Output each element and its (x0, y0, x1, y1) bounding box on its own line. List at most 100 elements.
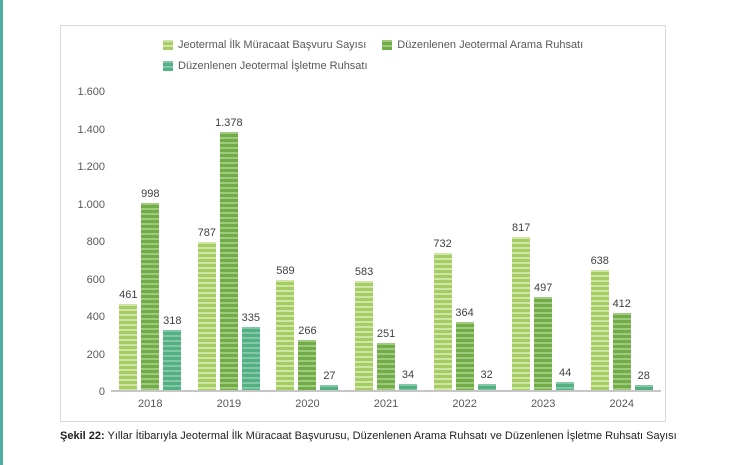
value-label: 461 (119, 288, 138, 301)
y-tick-label: 800 (86, 236, 105, 248)
bar (399, 383, 418, 390)
bar (377, 342, 396, 390)
x-tick-label: 2020 (295, 398, 320, 410)
value-label: 34 (401, 368, 415, 381)
bar-wrap: 335 (241, 92, 261, 390)
value-label: 27 (323, 369, 336, 382)
bar-group: 732 364 32 (425, 92, 504, 390)
bar-wrap: 44 (555, 92, 575, 390)
bar-group: 638 412 28 (582, 92, 661, 390)
chart-container: Jeotermal İlk Müracaat Başvuru Sayısı Dü… (60, 25, 666, 422)
value-label: 32 (480, 369, 493, 381)
bar (590, 270, 609, 390)
legend-swatch-isletme-icon (163, 61, 173, 71)
bar-group: 589 266 27 (268, 92, 347, 390)
bar (477, 384, 496, 390)
bar (534, 296, 553, 390)
bar-wrap: 266 (297, 92, 317, 390)
bar-wrap: 251 (376, 92, 396, 390)
bar-wrap: 461 (118, 92, 138, 390)
bar-wrap: 817 (511, 92, 531, 390)
legend-label-basvuru: Jeotermal İlk Müracaat Başvuru Sayısı (178, 39, 367, 51)
bar (355, 280, 374, 390)
bar-wrap: 412 (612, 92, 632, 390)
y-tick-label: 1.200 (77, 161, 105, 173)
bar-group: 583 251 34 (347, 92, 426, 390)
y-tick-label: 1.600 (77, 86, 105, 98)
value-label: 364 (455, 306, 474, 319)
bar-wrap: 497 (533, 92, 553, 390)
bar-wrap: 28 (634, 92, 654, 390)
bar-wrap: 732 (433, 92, 453, 390)
bar (241, 327, 260, 390)
figure-caption: Şekil 22: Yıllar İtibarıyla Jeotermal İl… (60, 429, 730, 443)
y-tick-label: 1.000 (77, 198, 105, 211)
bar (219, 131, 238, 390)
value-label: 638 (590, 255, 609, 268)
legend-swatch-basvuru-icon (163, 40, 173, 50)
y-tick-label: 1.400 (77, 123, 105, 136)
y-tick-label: 600 (86, 273, 105, 286)
value-label: 787 (197, 227, 217, 240)
bar (141, 202, 160, 390)
chart-legend: Jeotermal İlk Müracaat Başvuru Sayısı Dü… (163, 39, 583, 81)
x-tick-label: 2019 (216, 398, 242, 410)
x-axis: 2018 2019 2020 2021 2022 2023 2024 (111, 398, 661, 410)
legend-label-arama: Düzenlenen Jeotermal Arama Ruhsatı (397, 39, 584, 51)
bar (276, 279, 295, 390)
bar (163, 330, 182, 390)
bar-wrap: 1.378 (215, 92, 243, 390)
bar-wrap: 583 (354, 92, 374, 390)
y-tick-label: 0 (98, 386, 105, 398)
bar (320, 384, 339, 390)
bar-wrap: 638 (590, 92, 610, 390)
value-label: 44 (559, 366, 572, 379)
value-label: 589 (276, 264, 295, 277)
x-tick-label: 2022 (452, 398, 477, 410)
value-label: 251 (376, 327, 396, 340)
bar-wrap: 998 (140, 92, 160, 390)
bar-wrap: 34 (398, 92, 418, 390)
value-label: 335 (241, 312, 261, 325)
bar (119, 303, 138, 390)
legend-item-arama: Düzenlenen Jeotermal Arama Ruhsatı (382, 39, 583, 51)
legend-row-1: Jeotermal İlk Müracaat Başvuru Sayısı Dü… (163, 39, 583, 51)
plot-area: 461 998 318 787 1.378 335 589 266 27 583 251 34 732 3… (111, 92, 661, 392)
y-tick-label: 400 (86, 311, 105, 323)
x-tick-label: 2021 (373, 398, 399, 410)
value-label: 998 (141, 187, 160, 200)
x-tick-label: 2018 (138, 398, 163, 410)
bar-wrap: 32 (477, 92, 497, 390)
y-tick-label: 200 (86, 348, 105, 361)
value-label: 318 (163, 315, 182, 328)
bar-group: 787 1.378 335 (190, 92, 269, 390)
bar-wrap: 364 (455, 92, 475, 390)
bar-wrap: 27 (319, 92, 339, 390)
value-label: 817 (511, 221, 531, 234)
x-tick-label: 2023 (530, 398, 556, 410)
left-accent-bar (0, 0, 3, 465)
x-tick-label: 2024 (609, 398, 634, 410)
bar (512, 236, 531, 390)
value-label: 28 (637, 369, 650, 382)
legend-item-basvuru: Jeotermal İlk Müracaat Başvuru Sayısı (163, 39, 366, 51)
legend-row-2: Düzenlenen Jeotermal İşletme Ruhsatı (163, 60, 583, 72)
bar (197, 242, 216, 390)
bar-wrap: 787 (197, 92, 217, 390)
legend-label-isletme: Düzenlenen Jeotermal İşletme Ruhsatı (178, 60, 368, 72)
bar (298, 340, 317, 390)
value-label: 497 (533, 281, 553, 294)
bar-group: 461 998 318 (111, 92, 190, 390)
value-label: 1.378 (215, 116, 243, 129)
bar (612, 312, 631, 390)
figure-caption-prefix: Şekil 22: (60, 430, 105, 442)
bar-wrap: 318 (162, 92, 182, 390)
value-label: 266 (298, 325, 317, 338)
value-label: 583 (354, 265, 374, 278)
bar (634, 384, 653, 390)
bar-wrap: 589 (275, 92, 295, 390)
legend-swatch-arama-icon (382, 40, 393, 50)
bar (455, 321, 474, 390)
value-label: 412 (612, 297, 631, 310)
value-label: 732 (433, 237, 452, 250)
